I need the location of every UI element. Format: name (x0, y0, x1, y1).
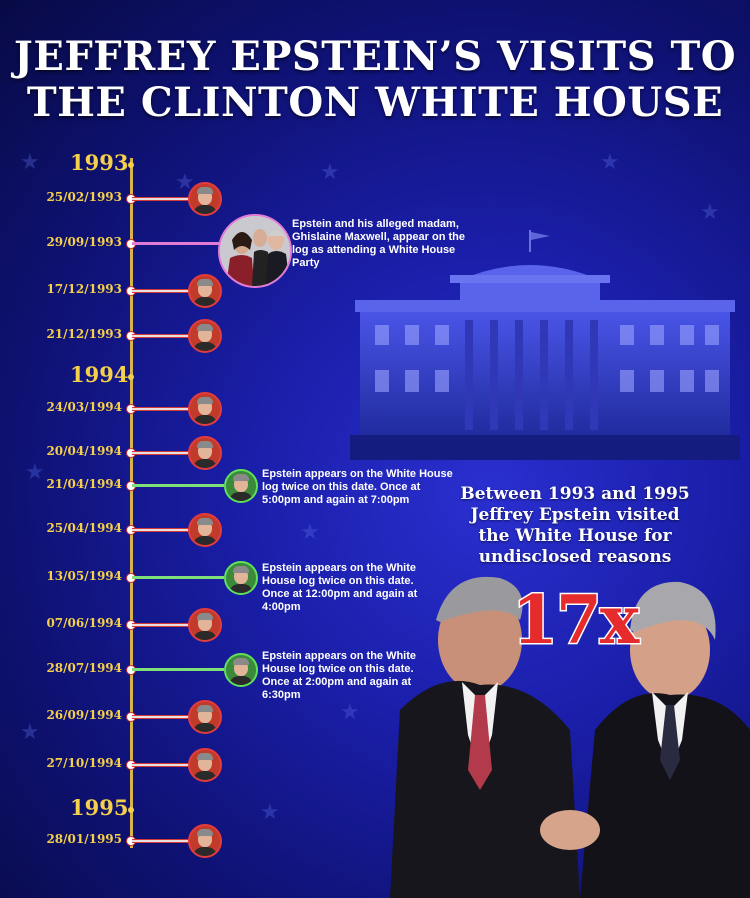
portrait-hair (197, 324, 213, 331)
visit-note: Epstein appears on the White House log t… (262, 468, 453, 506)
portrait-body (193, 415, 217, 424)
portrait-hair (197, 705, 213, 712)
visit-note: Epstein appears on the White House log t… (262, 650, 417, 701)
portrait-hair (197, 397, 213, 404)
handshake-illustration (390, 576, 750, 898)
visit-date: 24/03/1994 (46, 400, 122, 414)
epstein-portrait-icon (224, 653, 258, 687)
white-house-illustration (350, 230, 740, 460)
connector-line (132, 715, 190, 719)
star-icon: ★ (260, 800, 280, 825)
summary-line: undisclosed reasons (478, 547, 672, 567)
visit-date: 17/12/1993 (46, 282, 122, 296)
connector-line (132, 407, 190, 411)
year-marker (128, 807, 134, 813)
epstein-portrait-icon (188, 700, 222, 734)
star-icon: ★ (25, 460, 45, 485)
star-icon: ★ (340, 700, 360, 725)
portrait-body (193, 771, 217, 780)
visit-date: 28/07/1994 (46, 661, 122, 675)
year-marker (128, 162, 134, 168)
epstein-portrait-icon (188, 824, 222, 858)
visit-date: 07/06/1994 (46, 616, 122, 630)
portrait-body (229, 584, 253, 593)
visit-date: 21/04/1994 (46, 477, 122, 491)
summary-line: the White House for (478, 526, 672, 546)
portrait-hair (197, 518, 213, 525)
connector-line (132, 576, 224, 579)
star-icon: ★ (600, 150, 620, 175)
title-line-1: JEFFREY EPSTEIN’S VISITS TO (13, 33, 737, 80)
epstein-portrait-icon (188, 392, 222, 426)
timeline-axis (130, 158, 133, 848)
portrait-body (193, 205, 217, 214)
portrait-hair (233, 658, 249, 665)
portrait-body (193, 847, 217, 856)
visit-date: 25/04/1994 (46, 521, 122, 535)
title-line-2: THE CLINTON WHITE HOUSE (26, 79, 724, 126)
visit-date: 13/05/1994 (46, 569, 122, 583)
visit-note: Epstein appears on the White House log t… (262, 562, 418, 613)
connector-line (132, 197, 190, 201)
connector-line (132, 289, 190, 293)
connector-line (132, 484, 224, 487)
star-icon: ★ (20, 720, 40, 745)
visit-date: 25/02/1993 (46, 190, 122, 204)
epstein-portrait-icon (188, 513, 222, 547)
connector-line (132, 528, 190, 532)
epstein-portrait-icon (188, 274, 222, 308)
portrait-hair (197, 753, 213, 760)
portrait-body (193, 631, 217, 640)
visit-date: 20/04/1994 (46, 444, 122, 458)
portrait-body (193, 342, 217, 351)
epstein-portrait-icon (224, 561, 258, 595)
visit-date: 27/10/1994 (46, 756, 122, 770)
connector-line (132, 334, 190, 338)
portrait-hair (197, 441, 213, 448)
party-photo (218, 214, 292, 288)
epstein-portrait-icon (188, 436, 222, 470)
connector-line (132, 451, 190, 455)
portrait-hair (233, 474, 249, 481)
visit-date: 21/12/1993 (46, 327, 122, 341)
portrait-body (193, 723, 217, 732)
connector-line (132, 242, 220, 245)
portrait-body (193, 459, 217, 468)
portrait-hair (197, 279, 213, 286)
party-photo-illustration (220, 216, 290, 286)
star-icon: ★ (300, 520, 320, 545)
star-icon: ★ (20, 150, 40, 175)
year-label: 1994 (70, 362, 129, 387)
summary-line: Jeffrey Epstein visited (470, 505, 680, 525)
epstein-portrait-icon (188, 182, 222, 216)
summary-line: Between 1993 and 1995 (460, 484, 690, 504)
connector-line (132, 668, 224, 671)
visit-date: 29/09/1993 (46, 235, 122, 249)
connector-line (132, 839, 190, 843)
visit-count: 17x (511, 581, 641, 660)
portrait-hair (197, 187, 213, 194)
year-label: 1995 (70, 795, 129, 820)
epstein-portrait-icon (188, 319, 222, 353)
connector-line (132, 623, 190, 627)
epstein-portrait-icon (224, 469, 258, 503)
epstein-portrait-icon (188, 748, 222, 782)
epstein-portrait-icon (188, 608, 222, 642)
portrait-body (193, 536, 217, 545)
portrait-hair (233, 566, 249, 573)
portrait-body (193, 297, 217, 306)
portrait-body (229, 676, 253, 685)
star-icon: ★ (320, 160, 340, 185)
connector-line (132, 763, 190, 767)
visit-date: 28/01/1995 (46, 832, 122, 846)
star-icon: ★ (700, 200, 720, 225)
visit-date: 26/09/1994 (46, 708, 122, 722)
year-marker (128, 374, 134, 380)
portrait-hair (197, 613, 213, 620)
portrait-hair (197, 829, 213, 836)
portrait-body (229, 492, 253, 501)
visit-note: Epstein and his alleged madam, Ghislaine… (292, 218, 465, 269)
year-label: 1993 (70, 150, 129, 175)
